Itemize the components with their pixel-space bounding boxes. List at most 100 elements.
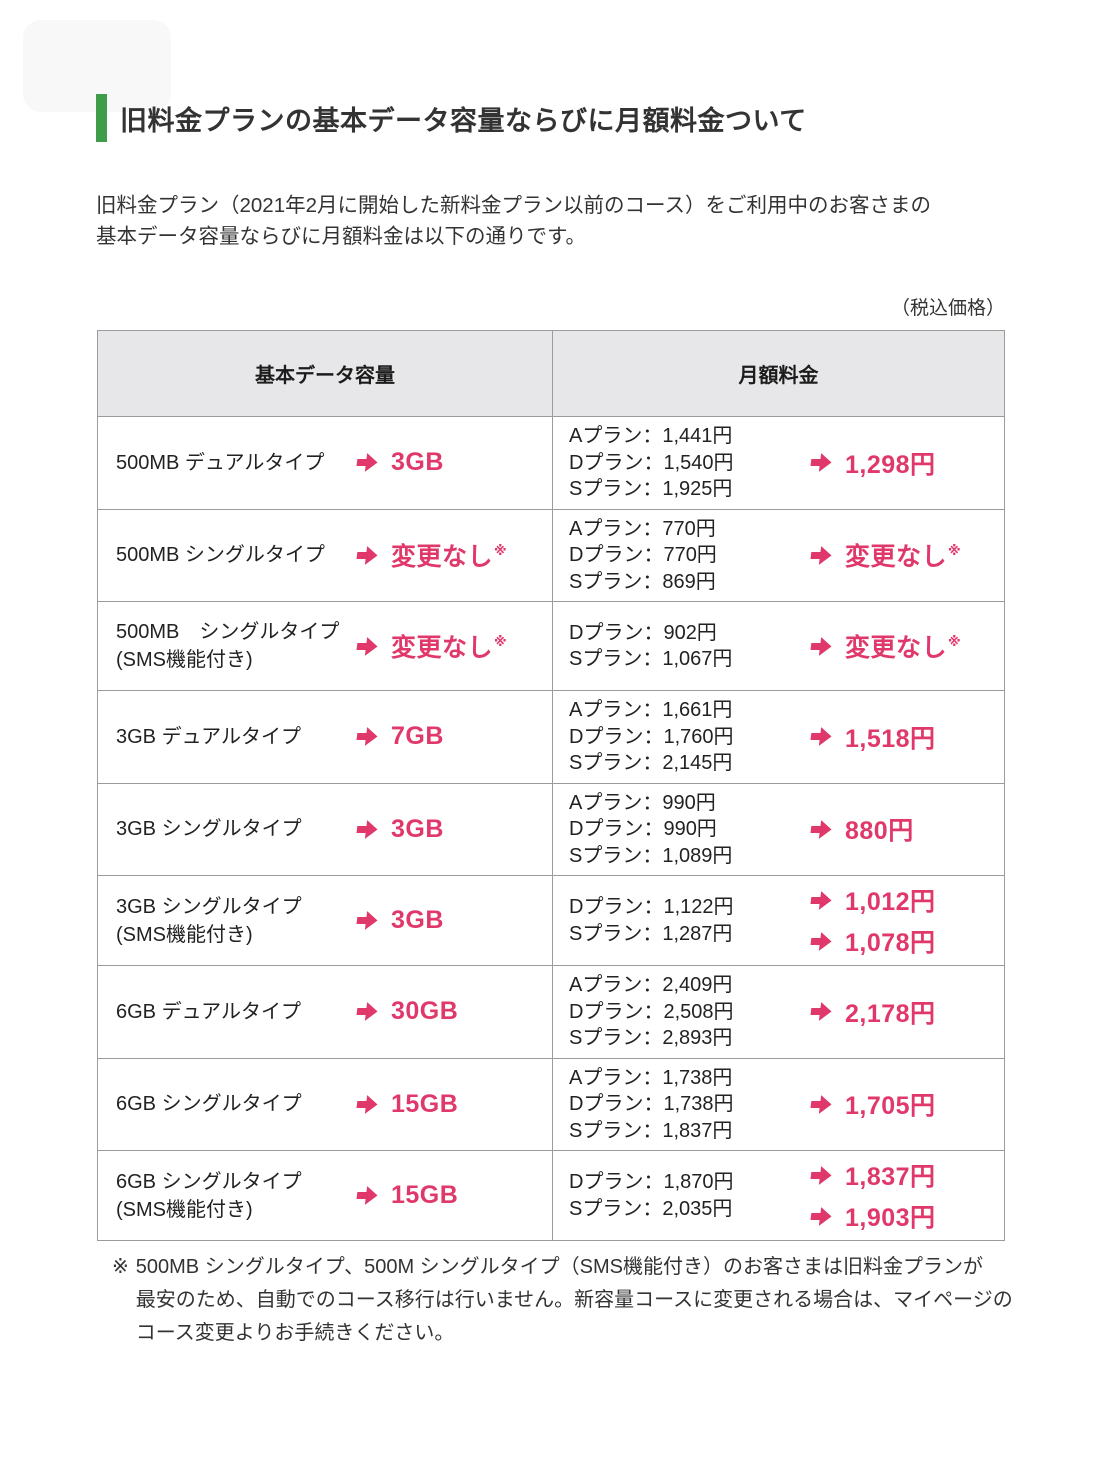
intro-line: 旧料金プラン（2021年2月に開始した新料金プラン以前のコース）をご利用中のお客… bbox=[96, 194, 931, 217]
arrow-right-icon bbox=[356, 727, 378, 747]
fee-cell: Aプラン：1,661円 Dプラン：1,760円 Sプラン：2,145円 1,518円 bbox=[553, 691, 1004, 783]
arrow-right-icon bbox=[810, 636, 832, 656]
fee-cell: Dプラン：1,870円 Sプラン：2,035円 1,837円 1,903円 bbox=[553, 1151, 1004, 1240]
fee-line: Dプラン：2,508円 bbox=[569, 1000, 734, 1023]
fee-line: Dプラン：770円 bbox=[569, 544, 717, 566]
footnote-line: 最安のため、自動でのコース移行は行いません。新容量コースに変更される場合は、マイ… bbox=[135, 1289, 1013, 1311]
arrow-right-icon bbox=[810, 1094, 832, 1114]
capacity-cell: 3GB シングルタイプ (SMS機能付き) 3GB bbox=[98, 876, 553, 965]
fee-cell: Aプラン：1,738円 Dプラン：1,738円 Sプラン：1,837円 1,705円 bbox=[553, 1059, 1004, 1151]
capacity-cell: 500MB シングルタイプ (SMS機能付き) 変更なし※ bbox=[98, 602, 553, 690]
new-fee-group: 変更なし※ bbox=[807, 628, 961, 664]
change-indicator: 変更なし※ bbox=[807, 537, 961, 573]
change-indicator: 1,903円 bbox=[807, 1198, 936, 1234]
arrow-right-icon bbox=[810, 931, 832, 951]
fee-list: Aプラン：990円 Dプラン：990円 Sプラン：1,089円 bbox=[569, 790, 807, 870]
arrow-right-icon bbox=[810, 1206, 832, 1226]
table-row: 3GB シングルタイプ (SMS機能付き) 3GB Dプラン：1,122円 Sプラン：1… bbox=[98, 876, 1004, 966]
change-indicator: 15GB bbox=[353, 1090, 458, 1119]
fee-line: Dプラン：990円 bbox=[569, 818, 717, 840]
arrow-right-icon bbox=[810, 727, 832, 747]
fee-list: Dプラン：902円 Sプラン：1,067円 bbox=[569, 620, 807, 673]
new-capacity-value: 3GB bbox=[391, 906, 444, 934]
footnote-mark: ※ bbox=[948, 543, 962, 559]
fee-line: Aプラン：1,738円 bbox=[569, 1066, 733, 1089]
fee-cell: Dプラン：1,122円 Sプラン：1,287円 1,012円 1,078円 bbox=[553, 876, 1004, 965]
fee-line: Sプラン：1,287円 bbox=[569, 922, 733, 945]
table-body: 500MB デュアルタイプ 3GB Aプラン：1,441円 Dプラン：1,540円 Sプ… bbox=[98, 417, 1004, 1240]
new-fee-value: 1,078円 bbox=[845, 929, 936, 957]
fee-line: Dプラン：1,760円 bbox=[569, 725, 734, 748]
new-fee-value: 2,178円 bbox=[845, 999, 936, 1028]
column-header-capacity: 基本データ容量 bbox=[98, 331, 553, 416]
arrow-right-icon bbox=[356, 545, 378, 565]
change-indicator: 3GB bbox=[353, 906, 444, 935]
new-fee-value: 1,705円 bbox=[845, 1092, 936, 1121]
fee-line: Sプラン：1,837円 bbox=[569, 1119, 733, 1142]
arrow-right-icon bbox=[356, 911, 378, 930]
table-row: 6GB デュアルタイプ 30GB Aプラン：2,409円 Dプラン：2,508円 Sプラ… bbox=[98, 966, 1004, 1059]
table-row: 6GB シングルタイプ (SMS機能付き) 15GB Dプラン：1,870円 Sプラン：… bbox=[98, 1151, 1004, 1240]
change-indicator: 880円 bbox=[807, 811, 914, 847]
change-indicator: 1,078円 bbox=[807, 923, 936, 959]
fee-line: Aプラン：770円 bbox=[569, 517, 716, 540]
change-indicator: 変更なし※ bbox=[353, 628, 507, 664]
footnote: ※ 500MB シングルタイプ、500M シングルタイプ（SMS機能付き）のお客… bbox=[112, 1251, 1013, 1350]
fee-list: Aプラン：1,441円 Dプラン：1,540円 Sプラン：1,925円 bbox=[569, 423, 807, 503]
arrow-right-icon bbox=[356, 453, 378, 473]
new-capacity-value: 変更なし※ bbox=[391, 543, 508, 572]
fee-list: Aプラン：2,409円 Dプラン：2,508円 Sプラン：2,893円 bbox=[569, 972, 807, 1052]
arrow-right-icon bbox=[810, 890, 832, 910]
new-fee-value: 1,837円 bbox=[845, 1163, 936, 1191]
table-row: 500MB シングルタイプ (SMS機能付き) 変更なし※ Dプラン：902円 Sプラン… bbox=[98, 602, 1004, 691]
footnote-mark: ※ bbox=[494, 634, 508, 649]
footnote-marker: ※ bbox=[112, 1256, 129, 1278]
fee-line: Sプラン：1,089円 bbox=[569, 844, 733, 867]
new-capacity-value: 7GB bbox=[391, 722, 444, 751]
fee-line: Sプラン：2,893円 bbox=[569, 1027, 733, 1049]
footnote-mark: ※ bbox=[494, 543, 508, 559]
title-accent-bar bbox=[96, 94, 107, 142]
fee-cell: Aプラン：770円 Dプラン：770円 Sプラン：869円 変更なし※ bbox=[553, 510, 1004, 602]
table-header-row: 基本データ容量 月額料金 bbox=[98, 331, 1004, 417]
new-capacity-value: 15GB bbox=[391, 1181, 459, 1209]
change-indicator: 3GB bbox=[353, 448, 444, 477]
fee-line: Aプラン：1,441円 bbox=[569, 425, 733, 447]
arrow-right-icon bbox=[356, 1002, 378, 1022]
change-indicator: 15GB bbox=[353, 1181, 458, 1210]
new-fee-value: 1,903円 bbox=[845, 1204, 936, 1232]
footnote-text: 500MB シングルタイプ、500M シングルタイプ（SMS機能付き）のお客さま… bbox=[136, 1251, 1013, 1350]
plan-name: 6GB シングルタイプ bbox=[116, 1093, 302, 1116]
fee-list: Aプラン：770円 Dプラン：770円 Sプラン：869円 bbox=[569, 516, 807, 596]
fee-line: Sプラン：1,925円 bbox=[569, 478, 733, 500]
fee-line: Dプラン：1,738円 bbox=[569, 1093, 734, 1115]
capacity-cell: 500MB デュアルタイプ 3GB bbox=[98, 417, 553, 509]
change-indicator: 1,837円 bbox=[807, 1157, 936, 1193]
fee-line: Sプラン：2,035円 bbox=[569, 1197, 733, 1220]
fee-line: Sプラン：1,067円 bbox=[569, 648, 733, 670]
new-fee-group: 変更なし※ bbox=[807, 537, 961, 573]
change-indicator: 1,705円 bbox=[807, 1086, 936, 1122]
new-capacity-value: 3GB bbox=[391, 814, 444, 843]
change-indicator: 1,298円 bbox=[807, 445, 936, 481]
capacity-cell: 6GB シングルタイプ 15GB bbox=[98, 1058, 553, 1150]
fee-line: Dプラン：902円 bbox=[569, 621, 717, 644]
fee-list: Aプラン：1,661円 Dプラン：1,760円 Sプラン：2,145円 bbox=[569, 697, 807, 777]
fee-cell: Aプラン：2,409円 Dプラン：2,508円 Sプラン：2,893円 2,178円 bbox=[553, 966, 1004, 1058]
intro-line: 基本データ容量ならびに月額料金は以下の通りです。 bbox=[96, 225, 586, 248]
fee-line: Dプラン：1,122円 bbox=[569, 896, 734, 918]
change-indicator: 1,518円 bbox=[807, 719, 936, 755]
capacity-cell: 6GB シングルタイプ (SMS機能付き) 15GB bbox=[98, 1151, 553, 1240]
new-fee-group: 880円 bbox=[807, 811, 914, 847]
table-row: 3GB デュアルタイプ 7GB Aプラン：1,661円 Dプラン：1,760円 Sプラン… bbox=[98, 691, 1004, 784]
fee-cell: Aプラン：1,441円 Dプラン：1,540円 Sプラン：1,925円 1,298円 bbox=[553, 417, 1004, 509]
new-fee-value: 1,518円 bbox=[845, 724, 936, 753]
new-fee-group: 1,518円 bbox=[807, 719, 936, 755]
arrow-right-icon bbox=[810, 1002, 832, 1022]
section-title: 旧料金プランの基本データ容量ならびに月額料金ついて bbox=[96, 94, 807, 142]
arrow-right-icon bbox=[810, 545, 832, 565]
new-fee-group: 1,705円 bbox=[807, 1086, 936, 1122]
plan-name: 3GB シングルタイプ bbox=[116, 818, 302, 841]
plan-name: 3GB デュアルタイプ bbox=[116, 725, 301, 748]
